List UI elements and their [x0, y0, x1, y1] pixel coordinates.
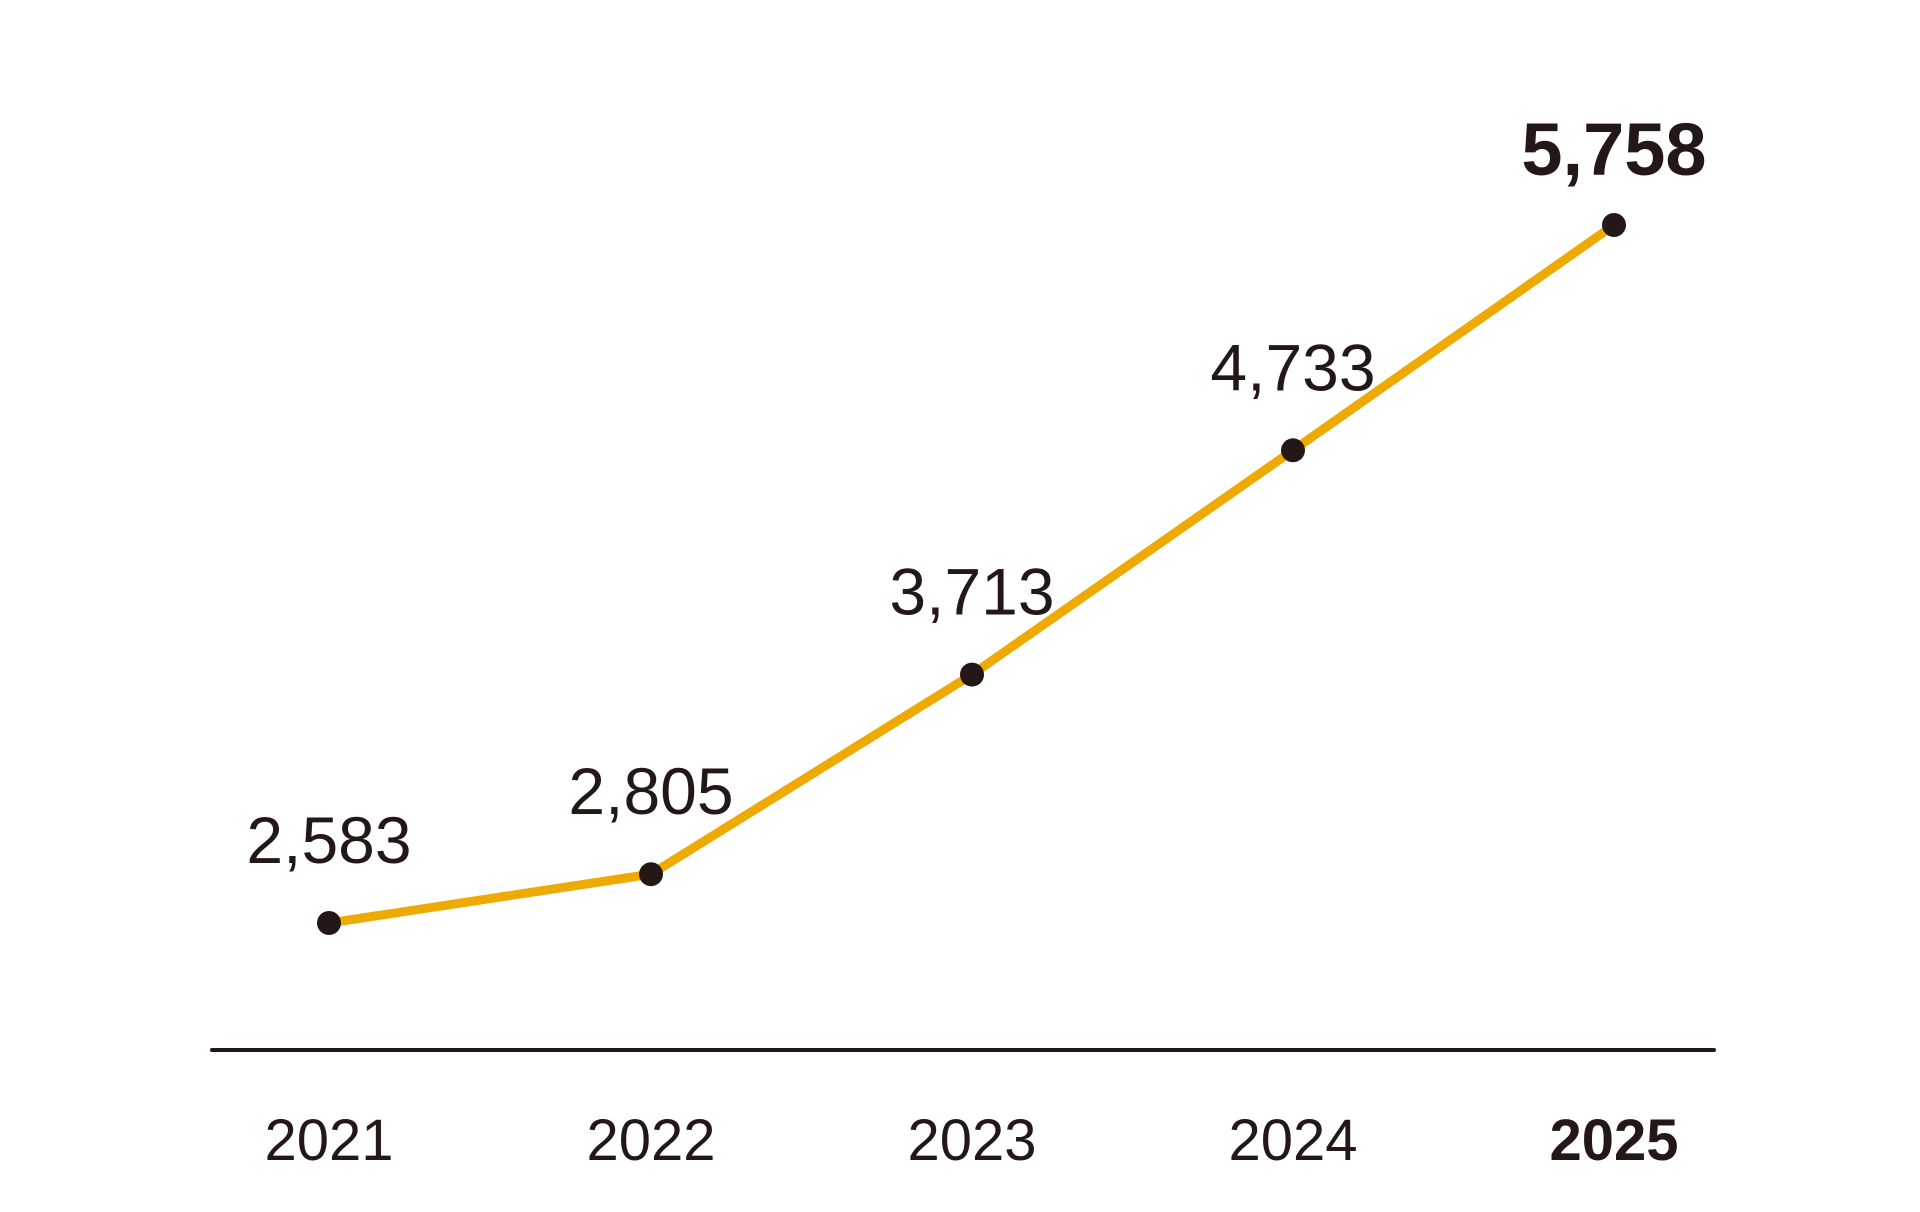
data-label-2022: 2,805: [568, 754, 733, 828]
x-tick-labels: 2021 2022 2023 2024 2025: [264, 1108, 1678, 1173]
x-tick-label-2022: 2022: [586, 1108, 715, 1173]
data-label-2024: 4,733: [1210, 330, 1375, 404]
data-label-2025: 5,758: [1521, 108, 1706, 191]
data-point-2022: [639, 862, 663, 887]
data-point-2024: [1281, 438, 1305, 463]
data-markers: [317, 213, 1626, 935]
data-label-2021: 2,583: [246, 803, 411, 877]
x-tick-label-2024: 2024: [1228, 1108, 1357, 1173]
x-tick-label-2021: 2021: [264, 1108, 393, 1173]
data-label-2023: 3,713: [889, 555, 1054, 629]
x-tick-label-2025: 2025: [1549, 1108, 1678, 1173]
data-labels: 2,583 2,805 3,713 4,733 5,758: [246, 108, 1706, 877]
data-point-2025: [1602, 213, 1626, 237]
data-point-2023: [960, 662, 984, 687]
data-point-2021: [317, 911, 341, 935]
x-tick-label-2023: 2023: [907, 1108, 1036, 1173]
